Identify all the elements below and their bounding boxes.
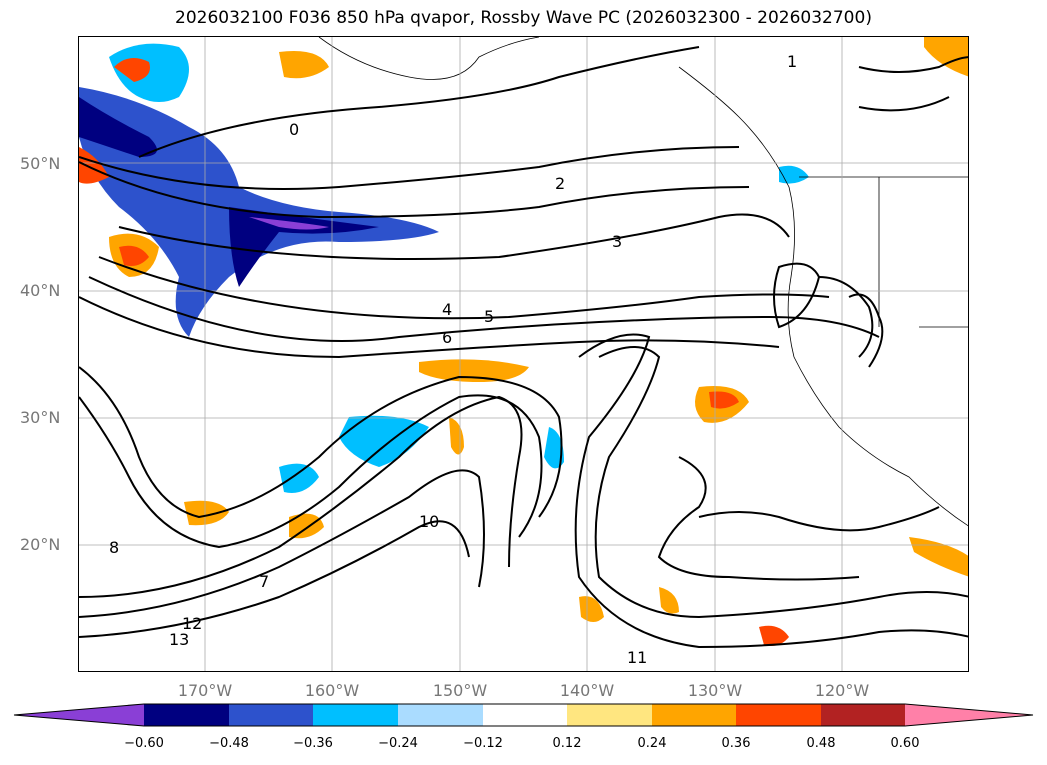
- colorbar-tick: −0.48: [209, 736, 249, 751]
- lat-label-20n: 20°N: [20, 535, 61, 554]
- lon-label-170w: 170°W: [177, 681, 233, 700]
- colorbar-segment: [144, 704, 229, 726]
- colorbar-tick: −0.60: [124, 736, 164, 751]
- colorbar-tick: −0.36: [293, 736, 333, 751]
- contour-label: 13: [169, 630, 189, 649]
- colorbar-tick: 0.12: [552, 736, 582, 751]
- colorbar-segment: [652, 704, 736, 726]
- colorbar-segment: [483, 704, 567, 726]
- colorbar: [13, 703, 1034, 727]
- colorbar-outline: [13, 703, 1034, 727]
- contour-label: 10: [419, 512, 439, 531]
- contour-label: 11: [627, 648, 647, 667]
- lat-label-30n: 30°N: [20, 408, 61, 427]
- colorbar-tick: −0.24: [378, 736, 418, 751]
- colorbar-segment: [567, 704, 652, 726]
- lat-label-40n: 40°N: [20, 281, 61, 300]
- contour-label: 2: [555, 174, 565, 193]
- graticule: [79, 37, 968, 671]
- colorbar-segment: [229, 704, 313, 726]
- lat-label-50n: 50°N: [20, 154, 61, 173]
- colorbar-tick: 0.24: [637, 736, 667, 751]
- colorbar-segment: [14, 704, 144, 726]
- lon-label-150w: 150°W: [432, 681, 488, 700]
- colorbar-segment: [821, 704, 905, 726]
- contour-label: 5: [484, 307, 494, 326]
- colorbar-tick: 0.48: [806, 736, 836, 751]
- contour-label: 4: [442, 300, 452, 319]
- contour-label: 12: [182, 614, 202, 633]
- lon-label-120w: 120°W: [814, 681, 870, 700]
- colorbar-segment: [905, 704, 1033, 726]
- lon-label-130w: 130°W: [687, 681, 743, 700]
- contour-label: 1: [787, 52, 797, 71]
- contour-label: 6: [442, 328, 452, 347]
- colorbar-tick: −0.12: [463, 736, 503, 751]
- contour-lines: [79, 46, 968, 649]
- colorbar-segment: [398, 704, 483, 726]
- colorbar-tick: 0.60: [890, 736, 920, 751]
- colorbar-segment: [736, 704, 821, 726]
- lon-label-160w: 160°W: [304, 681, 360, 700]
- lon-label-140w: 140°W: [559, 681, 615, 700]
- map-title: 2026032100 F036 850 hPa qvapor, Rossby W…: [175, 8, 872, 28]
- shading-layer: [79, 37, 968, 646]
- contour-label: 7: [259, 572, 269, 591]
- map-plot: 0 2 3 4 5 6 1 7 8 10 11 12 13: [79, 37, 968, 671]
- contour-label-layer: 0 2 3 4 5 6 1 7 8 10 11 12 13: [109, 52, 797, 667]
- map-panel: 0 2 3 4 5 6 1 7 8 10 11 12 13: [78, 36, 969, 672]
- coastline-layer: [318, 37, 968, 527]
- contour-label: 0: [289, 120, 299, 139]
- contour-label: 3: [612, 232, 622, 251]
- colorbar-tick: 0.36: [721, 736, 751, 751]
- colorbar-segment: [313, 704, 398, 726]
- contour-label: 8: [109, 538, 119, 557]
